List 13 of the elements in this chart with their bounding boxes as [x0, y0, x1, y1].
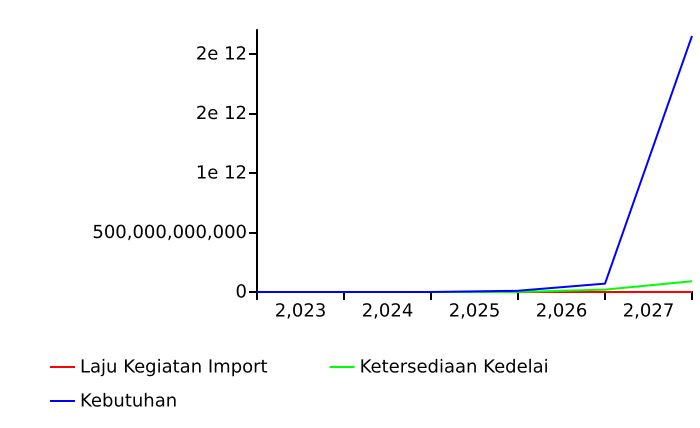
y-tick-label: 500,000,000,000 [92, 222, 247, 243]
x-tick-label: 2,023 [274, 300, 326, 322]
y-tick-label: 1e 12 [196, 162, 247, 184]
y-tick-label: 0 [236, 282, 247, 302]
legend-label: Ketersediaan Kedelai [360, 356, 549, 378]
legend-label: Laju Kegiatan Import [80, 356, 268, 378]
y-tick-label: 2e 12 [196, 43, 247, 64]
x-tick-label: 2,026 [536, 300, 588, 322]
x-tick-label: 2,025 [448, 300, 500, 322]
legend-label: Kebutuhan [80, 390, 178, 412]
x-tick-label: 2,027 [622, 300, 674, 322]
y-tick-label: 2e 12 [196, 102, 247, 124]
x-tick-label: 2,024 [362, 300, 414, 322]
